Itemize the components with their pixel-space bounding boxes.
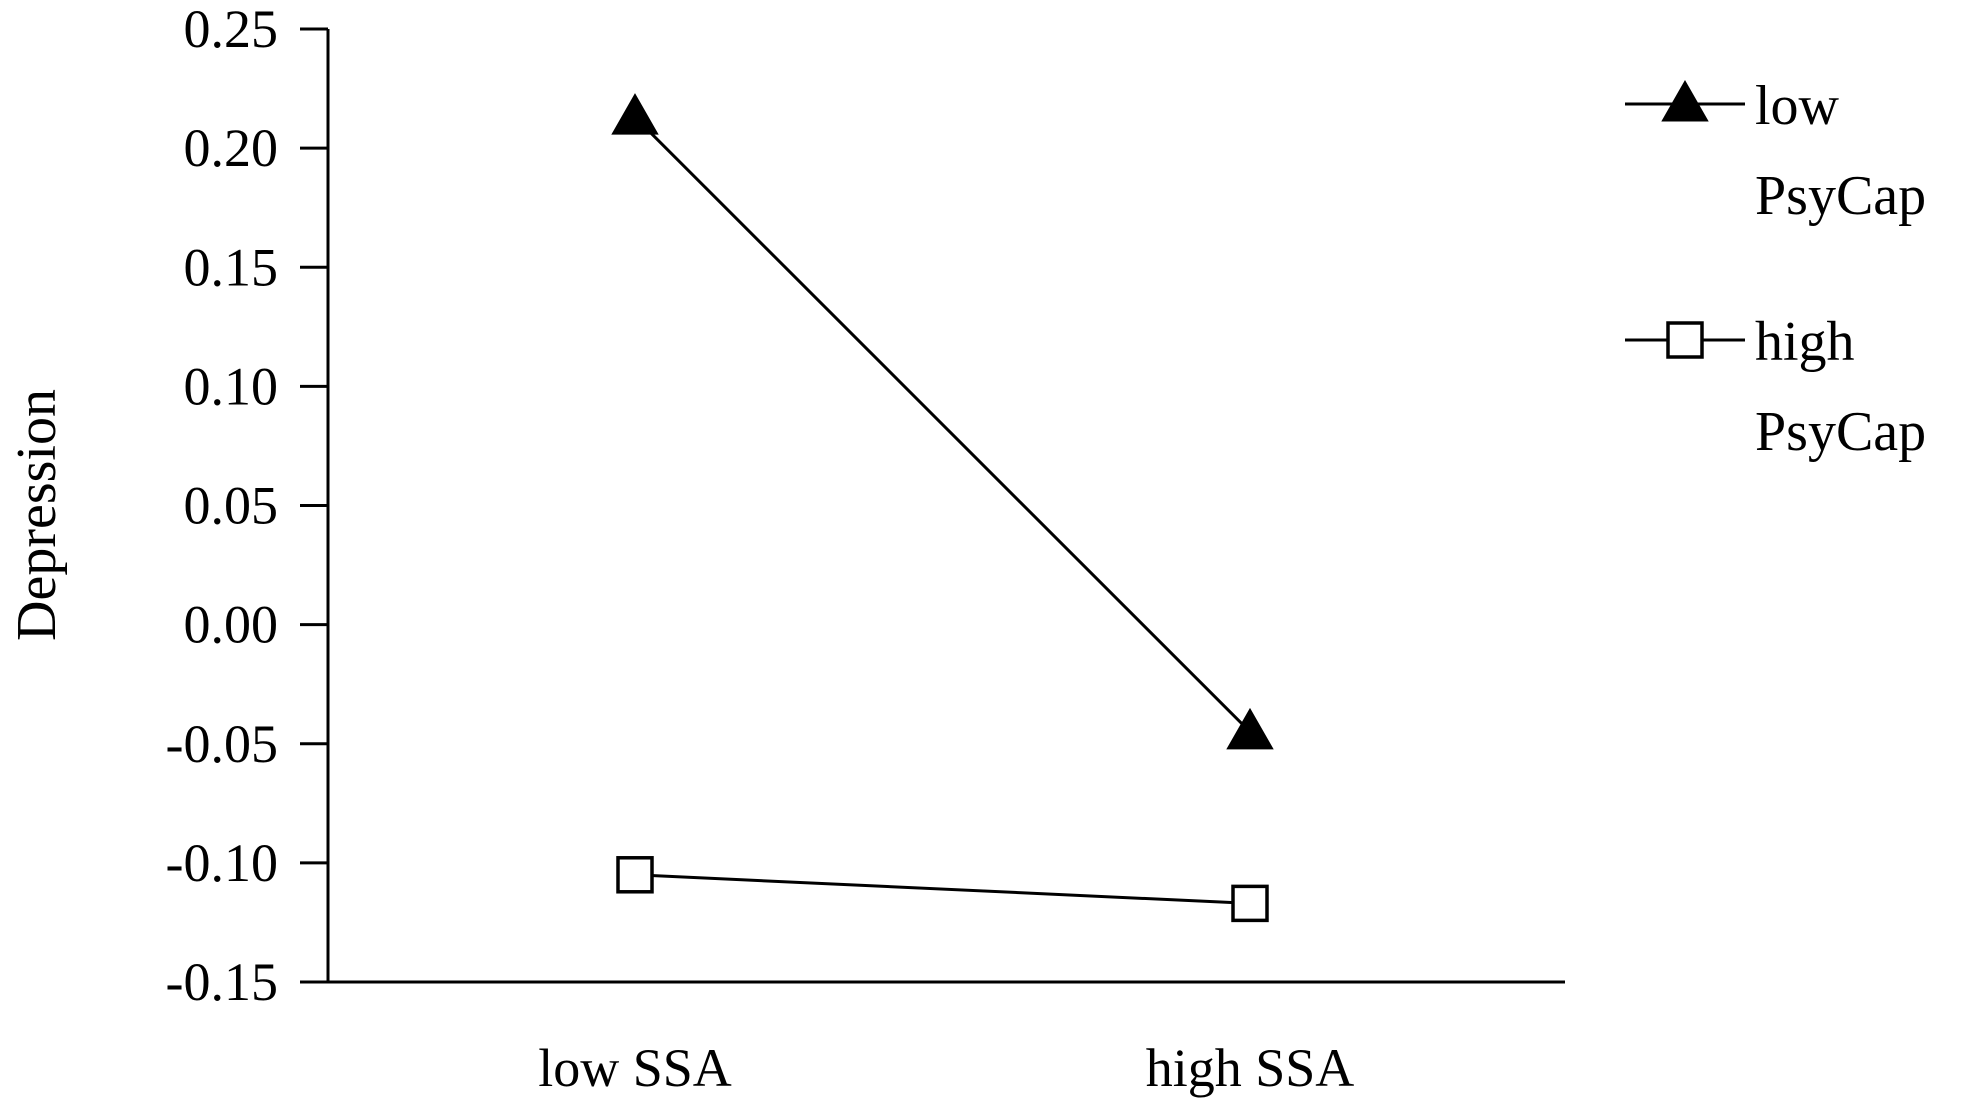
legend-label: high <box>1755 311 1855 373</box>
y-axis: 0.25 0.20 0.15 0.10 0.05 0.00 -0.05 -0.10 -0.15 <box>166 0 330 1012</box>
x-tick-label: high SSA <box>1146 1038 1355 1098</box>
data-point <box>1231 884 1269 923</box>
x-tick-label: low SSA <box>538 1038 732 1098</box>
y-tick-label: 0.00 <box>184 595 279 655</box>
y-tick-label: -0.05 <box>166 714 278 774</box>
data-point <box>611 93 659 135</box>
y-tick-label: 0.10 <box>184 356 279 416</box>
series-layer <box>611 93 1274 923</box>
legend-label: low <box>1755 75 1840 137</box>
y-tick-label: -0.10 <box>166 833 278 893</box>
y-tick-label: -0.15 <box>166 952 278 1012</box>
y-tick-label: 0.05 <box>184 476 279 536</box>
series-high-psycap <box>616 856 1269 923</box>
y-tick-label: 0.15 <box>184 237 279 297</box>
legend-marker <box>1666 321 1704 359</box>
legend-label: PsyCap <box>1755 165 1926 227</box>
y-axis-title: Depression <box>6 389 68 641</box>
legend-item: low PsyCap <box>1625 75 1926 227</box>
y-tick-label: 0.25 <box>184 0 279 59</box>
series-low-psycap <box>611 93 1274 750</box>
legend-marker <box>1661 79 1709 122</box>
x-ticks: low SSA high SSA <box>538 1038 1354 1098</box>
legend-label: PsyCap <box>1755 401 1926 463</box>
series-line <box>634 873 1251 905</box>
series-line <box>633 116 1252 733</box>
legend: low PsyCap high PsyCap <box>1625 75 1926 463</box>
y-ticks: 0.25 0.20 0.15 0.10 0.05 0.00 -0.05 -0.10 -0.15 <box>166 0 328 1012</box>
legend-item: high PsyCap <box>1625 311 1926 463</box>
y-tick-label: 0.20 <box>184 118 279 178</box>
x-axis: low SSA high SSA <box>300 980 1565 1098</box>
data-point <box>1226 707 1274 750</box>
data-point <box>616 856 654 894</box>
